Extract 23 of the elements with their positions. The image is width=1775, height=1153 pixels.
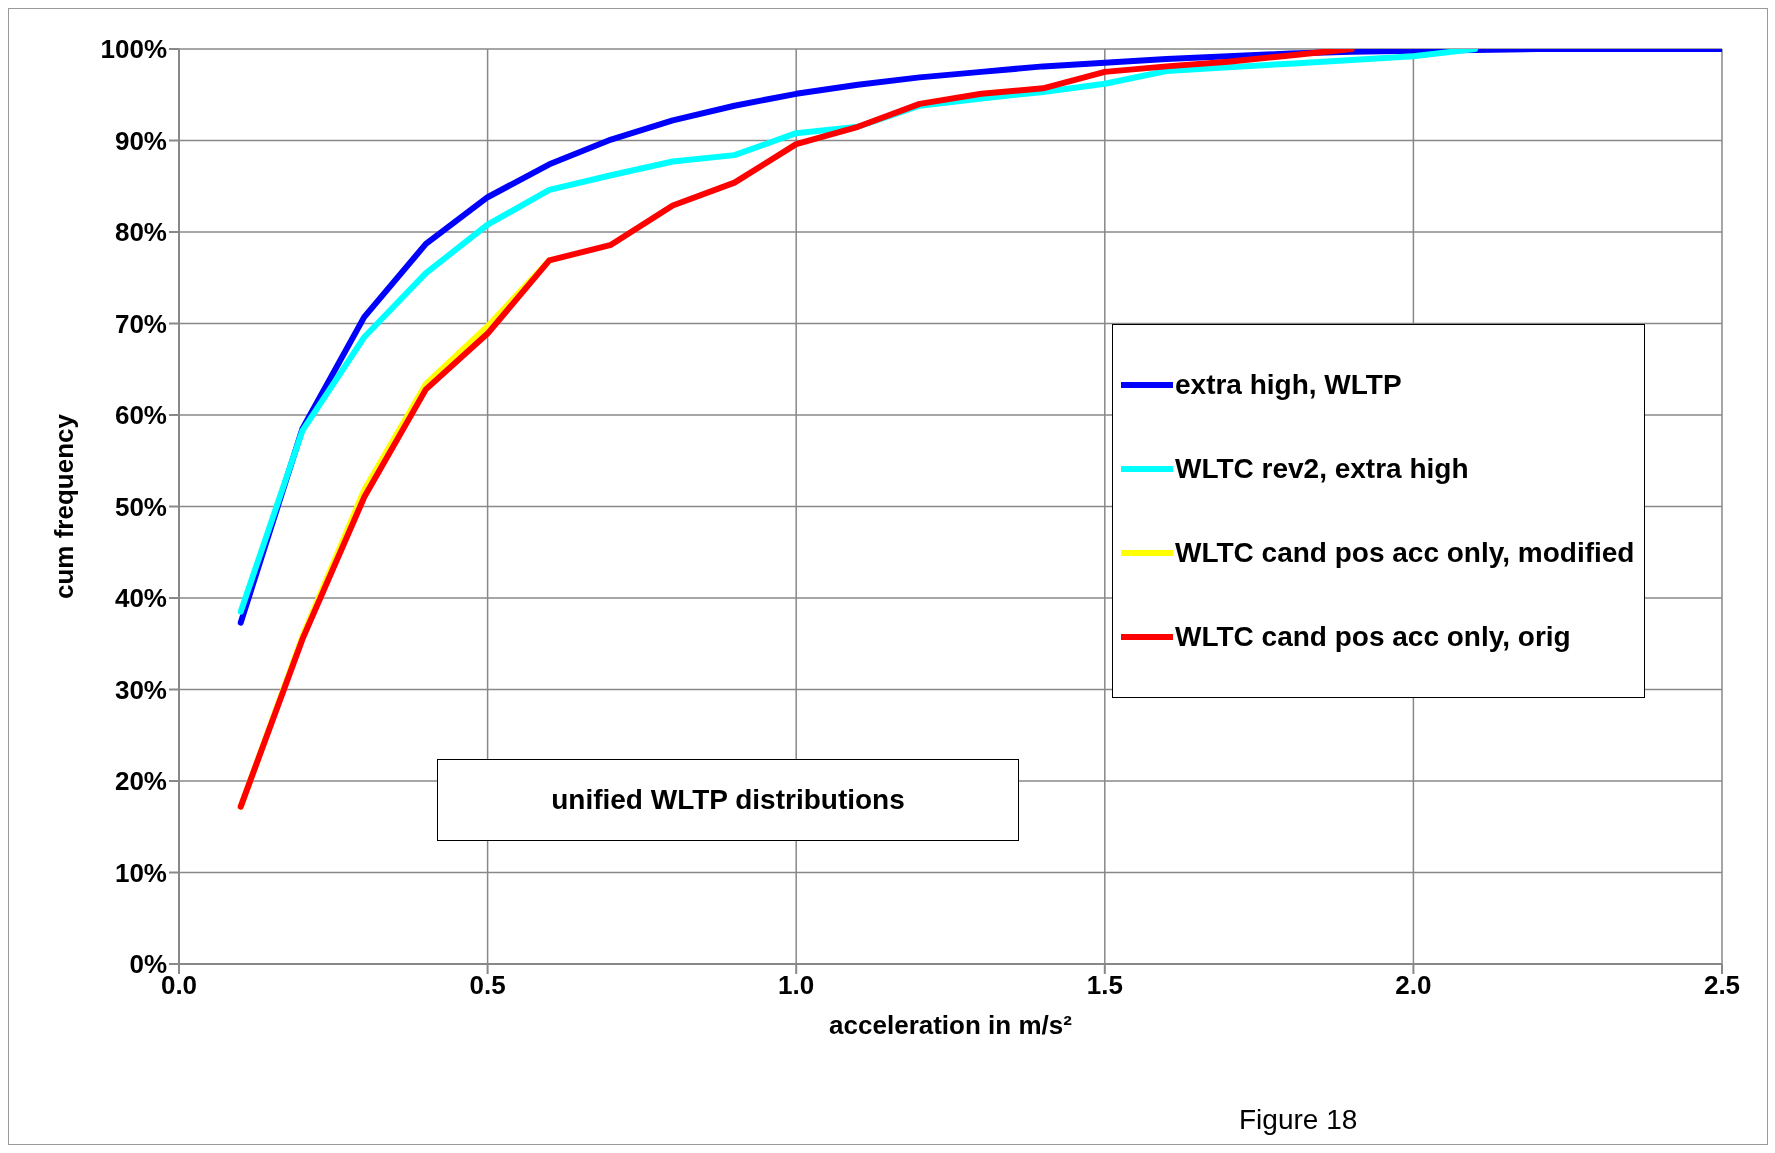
y-tick-label: 50% [114, 491, 167, 522]
y-tick-label: 60% [114, 400, 167, 431]
x-tick-label: 2.0 [1395, 970, 1432, 1001]
note-box: unified WLTP distributions [437, 759, 1019, 841]
legend-label: WLTC rev2, extra high [1175, 453, 1469, 485]
y-tick-label: 90% [114, 125, 167, 156]
caption: Figure 18 [1239, 1104, 1358, 1136]
y-tick-label: 100% [100, 34, 167, 65]
x-tick-label: 1.5 [1086, 970, 1123, 1001]
y-tick-label: 80% [114, 217, 167, 248]
y-tick-label: 10% [114, 857, 167, 888]
y-tick-label: 40% [114, 583, 167, 614]
y-tick-label: 70% [114, 308, 167, 339]
x-tick-label: 2.5 [1703, 970, 1741, 1001]
y-tick-label: 30% [114, 674, 167, 705]
x-tick-label: 1.0 [778, 970, 815, 1001]
y-axis-title: cum frequency [49, 413, 80, 599]
legend-label: WLTC cand pos acc only, orig [1175, 621, 1571, 653]
y-tick-label: 20% [114, 766, 167, 797]
x-axis-title: acceleration in m/s² [829, 1010, 1073, 1040]
x-tick-label: 0.5 [469, 970, 506, 1001]
legend-label: WLTC cand pos acc only, modified [1175, 537, 1635, 569]
legend-label: extra high, WLTP [1175, 369, 1402, 401]
